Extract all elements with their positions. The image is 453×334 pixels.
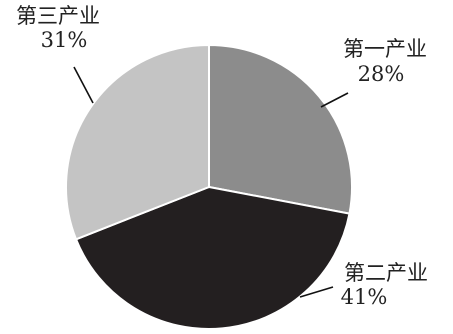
slice-value-tertiary: 31% xyxy=(41,28,88,52)
slice-value-secondary: 41% xyxy=(341,285,388,309)
slice-label-tertiary: 第三产业 xyxy=(16,4,100,28)
pie-slice-primary xyxy=(208,43,353,215)
slice-value-primary: 28% xyxy=(358,62,405,86)
pie-slices xyxy=(65,43,353,330)
slice-label-secondary: 第二产业 xyxy=(344,261,428,285)
pie-slice-tertiary xyxy=(65,43,210,241)
slice-label-primary: 第一产业 xyxy=(343,37,427,61)
leader-line-secondary xyxy=(299,286,334,298)
leader-line-tertiary xyxy=(73,66,94,104)
pie-slice-secondary xyxy=(74,185,351,330)
leader-line-primary xyxy=(320,92,349,108)
